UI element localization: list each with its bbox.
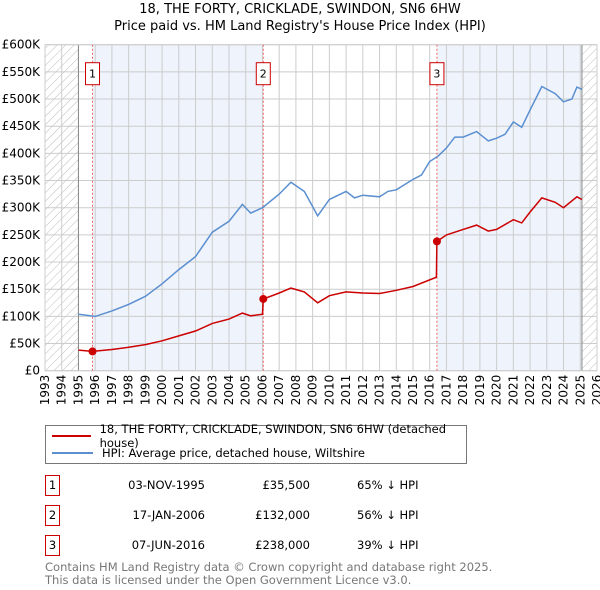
x-tick-label: 2022 [523, 375, 537, 406]
date: 07-JUN-2016 [131, 538, 205, 552]
x-tick-label: 2015 [406, 375, 420, 406]
sale-label-box [255, 62, 271, 86]
x-tick-label: 2014 [389, 375, 403, 406]
x-tick-label: 2025 [573, 375, 587, 406]
marker-badge: 3 [45, 535, 60, 556]
x-tick-label: 2006 [255, 375, 269, 406]
x-tick-label: 2002 [189, 375, 203, 406]
x-tick-label: 2016 [423, 375, 437, 406]
transaction-row: 1 03-NOV-1995 £35,500 65% ↓ HPI [45, 475, 545, 496]
date: 03-NOV-1995 [128, 478, 205, 492]
x-tick-label: 1998 [122, 375, 136, 406]
y-tick-label: £50K [9, 337, 41, 351]
price: £238,000 [255, 538, 310, 552]
hpi-diff: 65% ↓ HPI [357, 478, 419, 492]
x-tick-label: 2008 [289, 375, 303, 406]
x-tick-label: 2004 [222, 375, 236, 406]
x-tick-label: 2005 [239, 375, 253, 406]
y-tick-label: £250K [2, 228, 42, 242]
plot-border [44, 44, 598, 372]
y-tick-label: £500K [2, 92, 42, 106]
sale-label-box [85, 62, 101, 86]
x-tick-label: 2009 [306, 375, 320, 406]
legend-red-line [52, 435, 91, 437]
y-tick-label: £550K [2, 65, 42, 79]
footer-copyright: Contains HM Land Registry data © Crown c… [45, 560, 493, 574]
y-tick-label: £200K [2, 255, 42, 269]
price-chart: £0 £50K £100K £150K £200K £250K £300K £350K £400… [2, 38, 600, 406]
x-tick-label: 1999 [138, 375, 152, 406]
y-tick-label: £350K [2, 174, 42, 188]
y-tick-label: £400K [2, 146, 42, 160]
marker-badge: 1 [45, 475, 60, 496]
y-tick-label: £600K [2, 38, 42, 52]
y-tick-label: £300K [2, 201, 42, 215]
price: £35,500 [262, 478, 310, 492]
sale-label: 1 [89, 68, 96, 81]
sale-point [88, 347, 97, 356]
y-tick-label: £150K [2, 282, 42, 296]
x-tick-label: 2010 [322, 375, 336, 406]
x-tick-label: 2000 [155, 375, 169, 406]
legend-property: 18, THE FORTY, CRICKLADE, SWINDON, SN6 6… [99, 422, 447, 450]
x-tick-label: 2001 [172, 375, 186, 406]
sale-label: 3 [433, 68, 440, 81]
y-tick-label: £100K [2, 309, 42, 323]
x-tick-label: 2007 [272, 375, 286, 406]
x-tick-label: 2019 [473, 375, 487, 406]
legend: 18, THE FORTY, CRICKLADE, SWINDON, SN6 6… [45, 422, 467, 464]
marker-badge: 2 [45, 505, 60, 526]
x-tick-label: 1997 [105, 375, 119, 406]
x-tick-label: 2003 [205, 375, 219, 406]
x-tick-label: 2013 [373, 375, 387, 406]
x-tick-label: 2023 [540, 375, 554, 406]
price: £132,000 [255, 508, 310, 522]
legend-blue-line [52, 452, 93, 454]
x-tick-label: 2021 [506, 375, 520, 406]
x-tick-label: 2024 [557, 375, 571, 406]
x-tick-label: 2026 [590, 375, 600, 406]
x-tick-label: 1994 [55, 375, 69, 406]
date: 17-JAN-2006 [132, 508, 206, 522]
footer-licence: This data is licensed under the Open Gov… [45, 573, 412, 587]
transaction-row: 2 17-JAN-2006 £132,000 56% ↓ HPI [45, 505, 545, 526]
chart-subtitle: Price paid vs. HM Land Registry's House … [114, 19, 486, 34]
x-tick-label: 2020 [490, 375, 504, 406]
legend-hpi: HPI: Average price, detached house, Wilt… [102, 446, 365, 460]
chart-title: 18, THE FORTY, CRICKLADE, SWINDON, SN6 6… [139, 2, 461, 17]
property-price-line [78, 195, 583, 353]
x-tick-label: 1996 [88, 375, 102, 406]
x-tick-label: 1995 [71, 375, 85, 406]
transaction-row: 3 07-JUN-2016 £238,000 39% ↓ HPI [45, 535, 545, 556]
x-tick-label: 2011 [339, 375, 353, 406]
x-tick-label: 2012 [356, 375, 370, 406]
y-tick-label: £450K [2, 119, 42, 133]
sale-point [259, 294, 268, 303]
x-tick-label: 2017 [439, 375, 453, 406]
hpi-line [78, 85, 583, 318]
sale-point [432, 237, 441, 246]
y-tick-label: £0 [25, 364, 40, 378]
x-tick-label: 2018 [456, 375, 470, 406]
sale-label: 2 [260, 68, 267, 81]
sale-label-box [429, 62, 445, 86]
x-tick-label: 1993 [38, 375, 52, 406]
hpi-diff: 56% ↓ HPI [357, 508, 419, 522]
hpi-diff: 39% ↓ HPI [357, 538, 419, 552]
